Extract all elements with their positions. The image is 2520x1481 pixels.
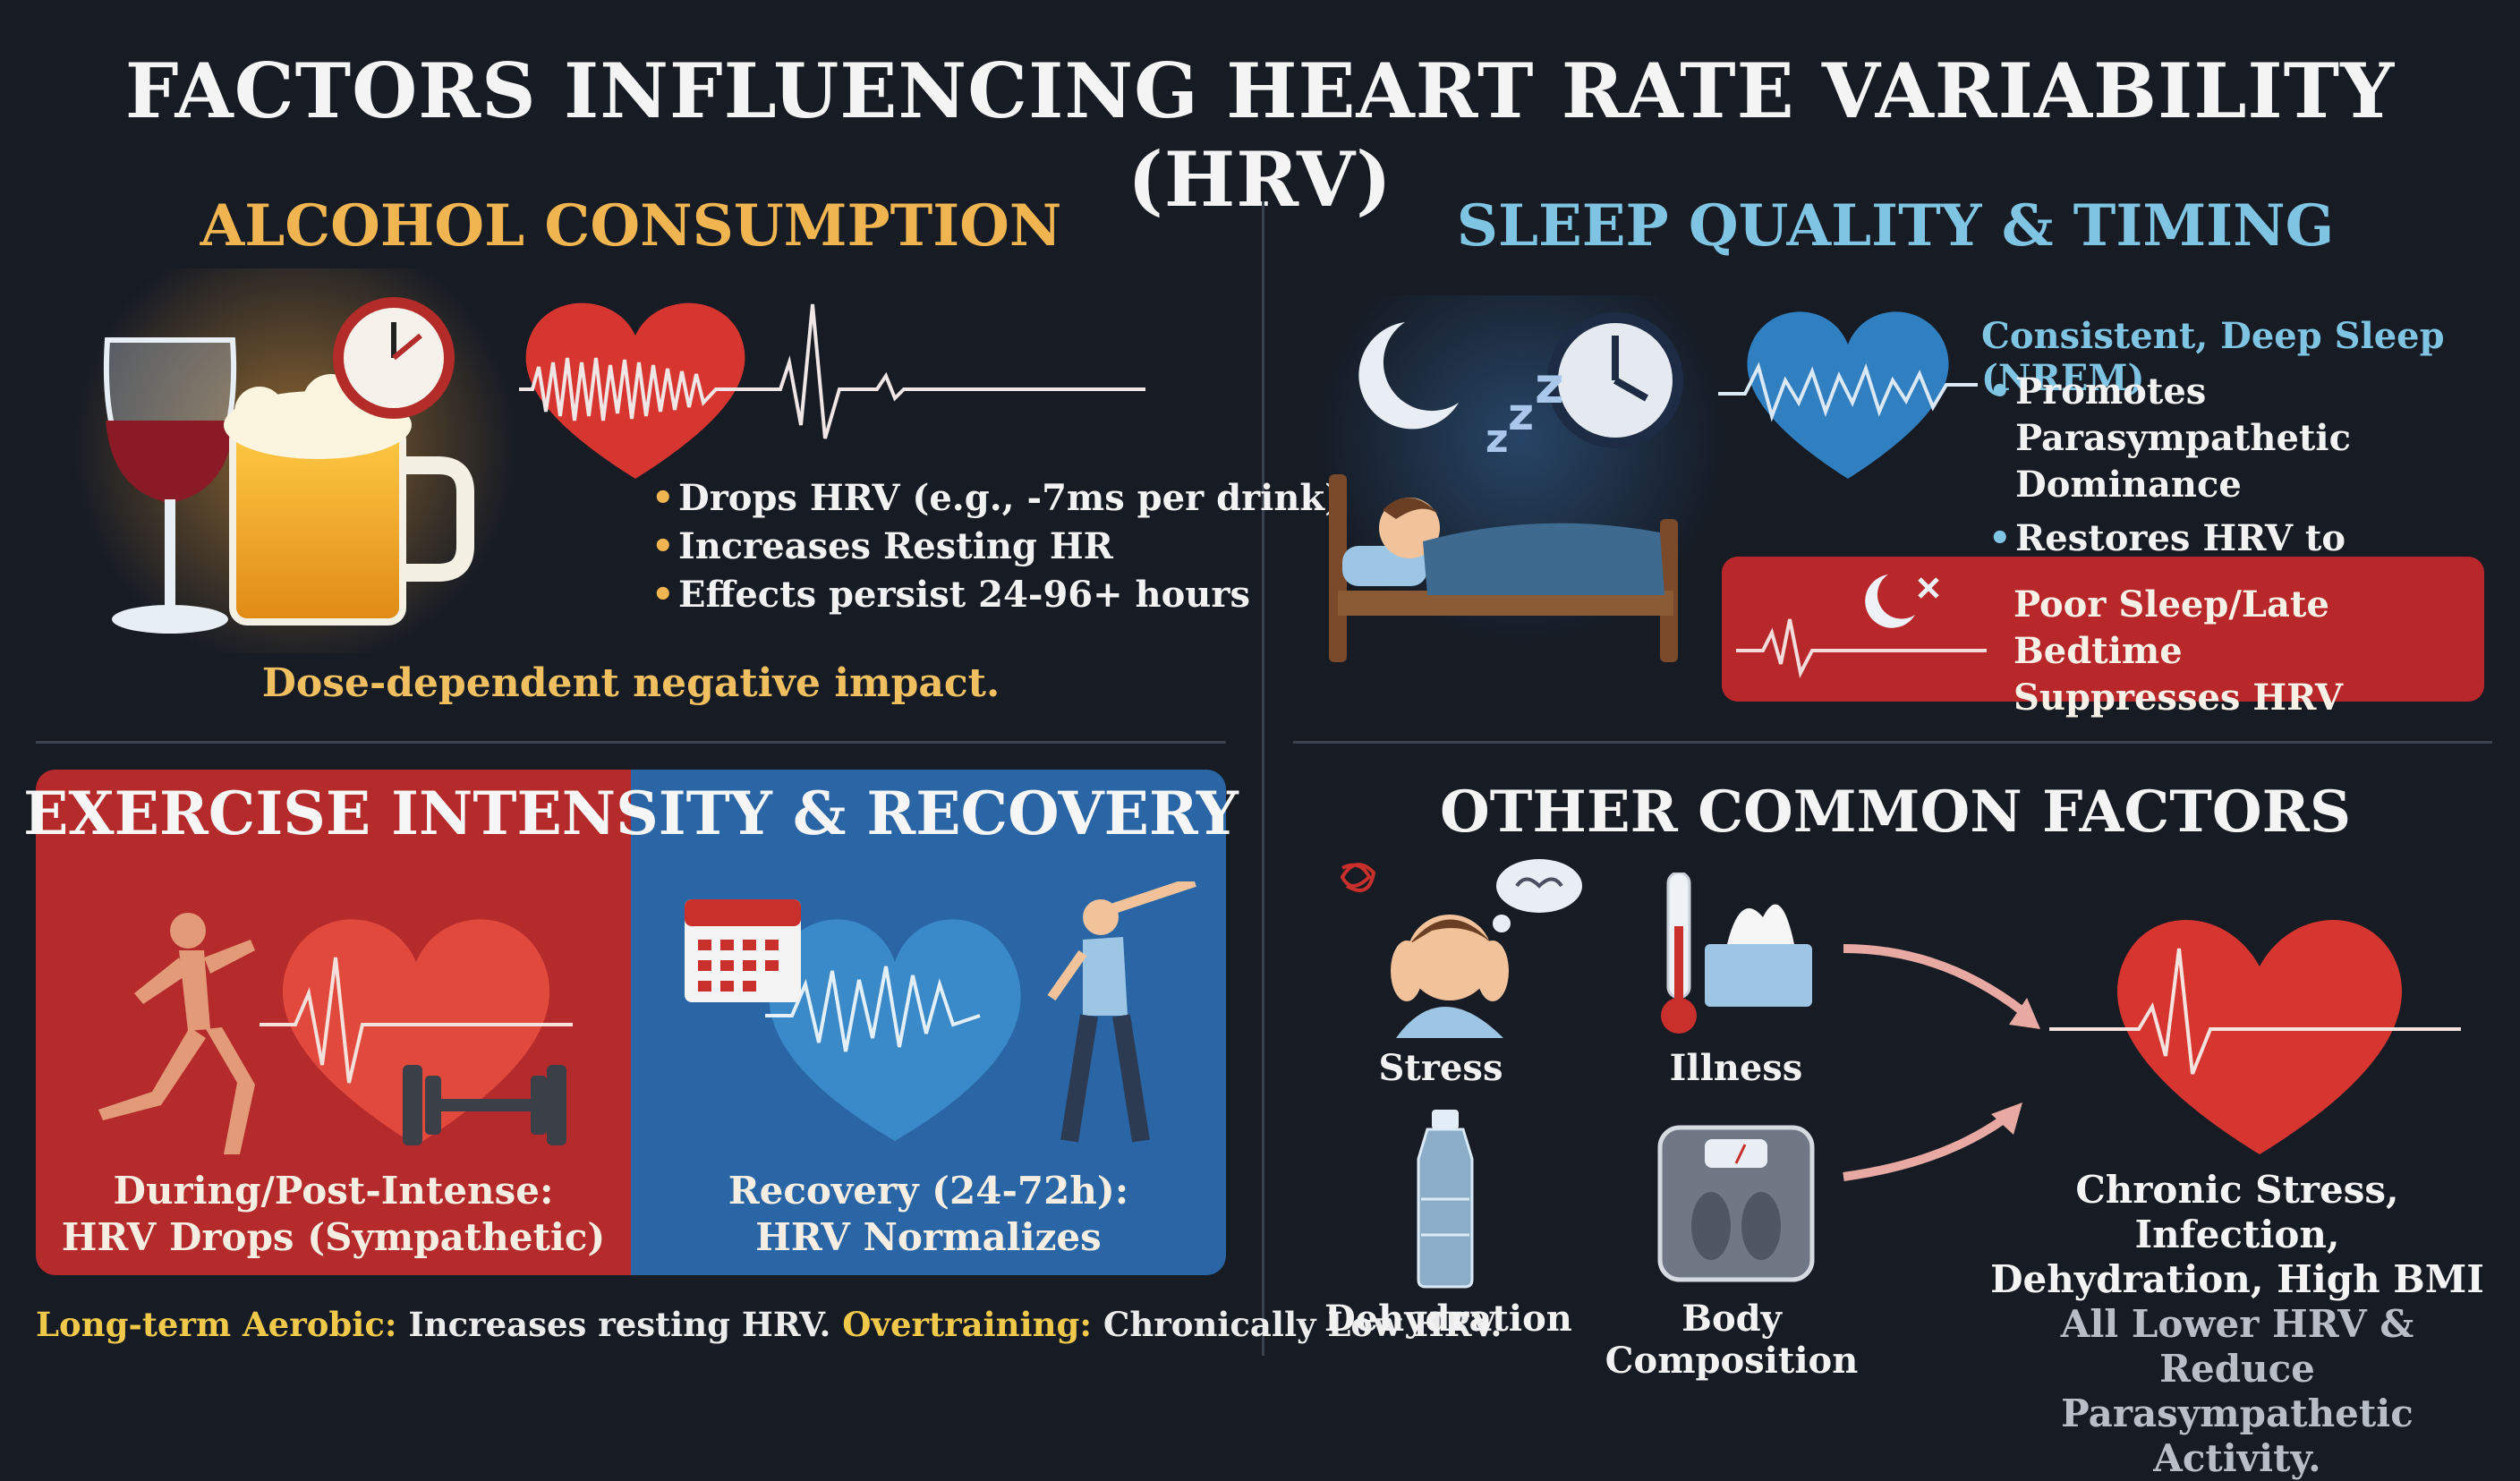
arrow-icon [1843,1114,2007,1181]
other-heart-graphic [1843,919,2461,1181]
alcohol-bullet-list: Drops HRV (e.g., -7ms per drink) Increas… [651,474,1341,619]
sleep-section-title: SLEEP QUALITY & TIMING [1456,192,2335,260]
exercise-footer: Long-term Aerobic: Increases resting HRV… [36,1305,1502,1344]
clock-icon [1547,312,1683,448]
illness-illustration [1661,872,1812,1034]
exercise-recovery-caption: Recovery (24-72h): HRV Normalizes [631,1168,1226,1261]
vertical-divider [1262,201,1264,1356]
scale-icon [1657,1125,1815,1282]
exercise-section-title: EXERCISE INTENSITY & RECOVERY [23,779,1239,848]
other-summary-line: Chronic Stress, Infection, [2075,1168,2399,1256]
exercise-caption-line: During/Post-Intense: [113,1169,554,1213]
body-composition-illustration [1657,1125,1815,1282]
runner-icon [98,913,255,1154]
factor-label-dehydration: Dehydration [1324,1298,1572,1340]
poor-sleep-graphic [1736,575,1987,678]
exercise-intense-graphic [98,913,573,1154]
erratic-heartbeat-line [519,303,1145,439]
factor-label-illness: Illness [1669,1047,1803,1089]
footer-label-aerobic: Long-term Aerobic: [36,1305,397,1344]
water-bottle-icon [1417,1110,1474,1289]
dumbbell-icon [403,1065,566,1145]
exercise-recovery-graphic [685,881,1196,1143]
stressed-person-icon [1391,915,1509,1038]
alcohol-summary: Dose-dependent negative impact. [261,660,1000,706]
arrow-icon [1843,944,2026,1015]
horizontal-divider-left [36,741,1226,744]
low-heartbeat-line [2049,948,2461,1075]
flat-heartbeat-line [1736,618,1987,678]
other-section-title: OTHER COMMON FACTORS [1439,779,2352,846]
arrow-icon [2009,998,2040,1029]
sleep-heart-graphic [1718,311,1978,479]
exercise-intense-caption: During/Post-Intense: HRV Drops (Sympathe… [36,1168,631,1261]
red-heart-icon [282,919,550,1145]
footer-text-overtraining: Chronically Low HRV. [1092,1305,1503,1344]
thought-bubble-icon [1493,859,1582,932]
factor-label-stress: Stress [1378,1047,1503,1089]
moon-icon [1358,322,1459,430]
clock-icon [333,297,455,419]
intense-heartbeat-line [260,957,573,1084]
stress-illustration [1340,859,1582,1038]
alcohol-bullet: Increases Resting HR [651,523,1341,571]
calendar-icon [685,899,801,1002]
sleep-bullet: Promotes Parasympathetic Dominance [1988,369,2507,508]
wine-glass-icon [103,337,237,634]
scribble-icon [1340,863,1376,892]
alcohol-bullet: Drops HRV (e.g., -7ms per drink) [651,474,1341,523]
dehydration-illustration [1417,1110,1474,1289]
footer-label-overtraining: Overtraining: [842,1305,1093,1344]
horizontal-divider-right [1293,741,2492,744]
stretching-person-icon [1047,881,1196,1143]
sleeping-person-icon [1329,474,1678,662]
alcohol-section-title: ALCOHOL CONSUMPTION [200,192,1062,260]
moon-cross-icon [1865,575,1939,628]
poor-sleep-line: Suppresses HRV [2013,677,2344,719]
red-heart-icon [2116,919,2403,1154]
other-summary-line: Parasympathetic Activity. [2061,1392,2414,1480]
recovery-heartbeat-line [765,966,981,1052]
poor-sleep-text: Poor Sleep/Late Bedtime Suppresses HRV [2013,582,2461,721]
other-summary-line: Dehydration, High BMI [1990,1257,2484,1301]
other-summary-line: All Lower HRV & Reduce [2060,1302,2414,1391]
other-summary: Chronic Stress, Infection, Dehydration, … [1987,1168,2488,1481]
footer-text-aerobic: Increases resting HRV. [396,1305,843,1344]
alcohol-illustration [72,268,519,653]
exercise-caption-line: HRV Drops (Sympathetic) [61,1215,606,1259]
arrow-icon [1991,1102,2022,1135]
svg-text:z: z [1535,357,1564,415]
tissue-box-icon [1705,904,1812,1007]
alcohol-heart-graphic [519,302,1145,479]
svg-text:z: z [1486,416,1509,462]
exercise-caption-line: HRV Normalizes [755,1215,1102,1259]
regular-heartbeat-line [1718,362,1978,422]
poor-sleep-box [1722,557,2484,702]
factor-label-body-composition: Body Composition [1605,1298,1859,1382]
sleep-illustration: z z z [1315,295,1727,662]
exercise-caption-line: Recovery (24-72h): [728,1169,1129,1213]
alcohol-bullet: Effects persist 24-96+ hours [651,571,1341,619]
page-title: FACTORS INFLUENCING HEART RATE VARIABILI… [124,47,2396,224]
thermometer-icon [1661,872,1697,1034]
svg-text:z: z [1508,388,1534,440]
poor-sleep-line: Poor Sleep/Late Bedtime [2013,583,2329,672]
